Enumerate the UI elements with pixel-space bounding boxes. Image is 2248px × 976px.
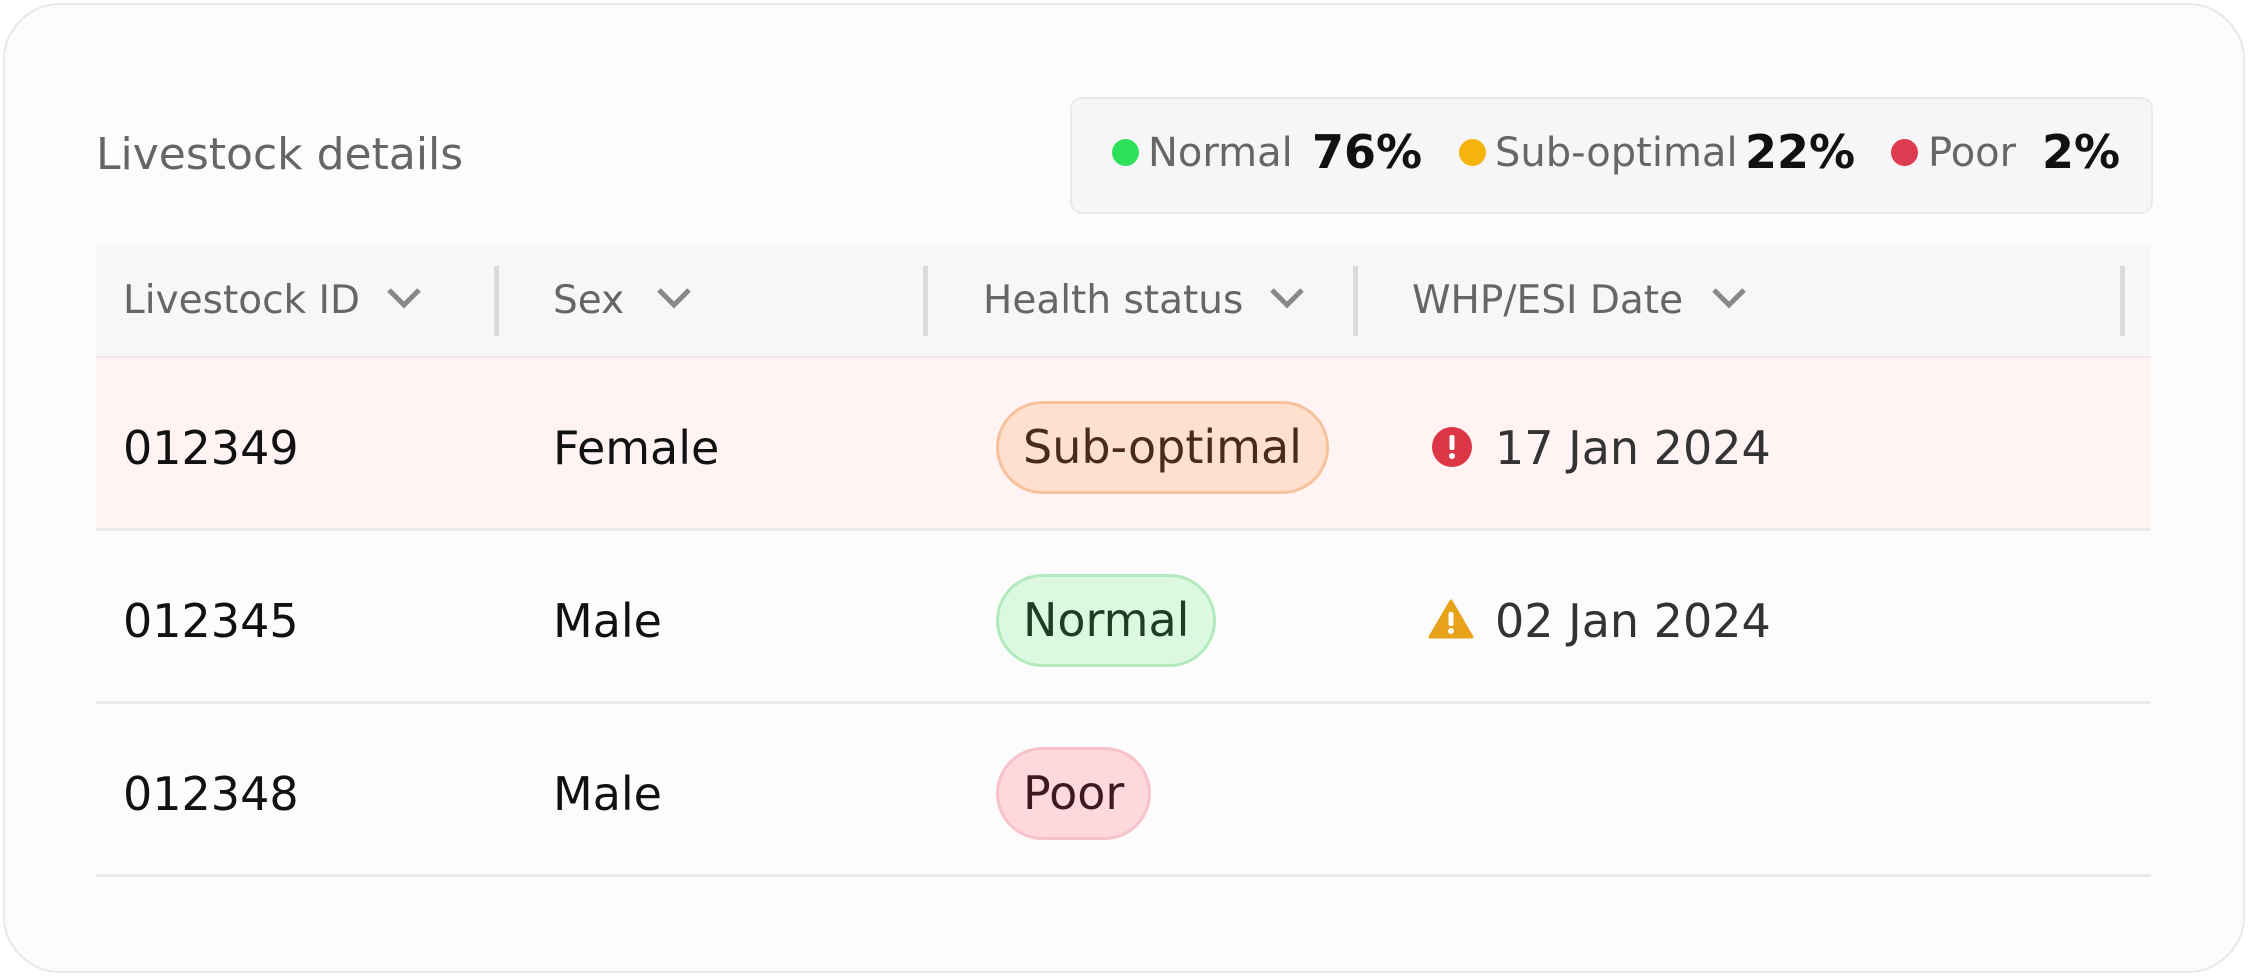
- column-divider: [2120, 266, 2125, 336]
- livestock-id: 012345: [123, 594, 299, 648]
- summary-value: 76%: [1312, 125, 1423, 179]
- livestock-id: 012348: [123, 767, 299, 821]
- sort-chevron[interactable]: [656, 286, 692, 310]
- sex: Male: [553, 767, 662, 821]
- status-dot: [1891, 139, 1918, 166]
- warning-icon: [1428, 599, 1474, 639]
- column-header[interactable]: Health status: [983, 278, 1244, 323]
- sex: Male: [553, 594, 662, 648]
- whp-date: 02 Jan 2024: [1495, 594, 1771, 648]
- summary-value: 22%: [1745, 125, 1856, 179]
- section-title: Livestock details: [96, 129, 464, 180]
- health-badge: Poor: [996, 747, 1152, 840]
- summary-value: 2%: [2042, 125, 2121, 179]
- column-divider: [923, 266, 928, 336]
- sort-chevron[interactable]: [386, 286, 422, 310]
- summary-box: [1070, 97, 2153, 214]
- status-dot: [1112, 139, 1139, 166]
- sort-chevron[interactable]: [1269, 286, 1305, 310]
- column-divider: [1353, 266, 1358, 336]
- sex: Female: [553, 421, 720, 475]
- summary-label: Sub-optimal: [1495, 130, 1738, 176]
- whp-date: 17 Jan 2024: [1495, 421, 1771, 475]
- column-header[interactable]: Sex: [553, 278, 625, 323]
- table-row: [96, 704, 2151, 877]
- status-dot: [1459, 139, 1486, 166]
- table-header: [96, 244, 2151, 358]
- summary-label: Normal: [1148, 130, 1293, 176]
- livestock-id: 012349: [123, 421, 299, 475]
- sort-chevron[interactable]: [1711, 286, 1747, 310]
- column-divider: [494, 266, 499, 336]
- health-badge: Sub-optimal: [996, 401, 1329, 494]
- error-icon: [1432, 427, 1472, 467]
- table-row: [96, 531, 2151, 704]
- summary-label: Poor: [1928, 130, 2017, 176]
- column-header[interactable]: WHP/ESI Date: [1412, 278, 1684, 323]
- health-badge: Normal: [996, 574, 1217, 667]
- column-header[interactable]: Livestock ID: [123, 278, 361, 323]
